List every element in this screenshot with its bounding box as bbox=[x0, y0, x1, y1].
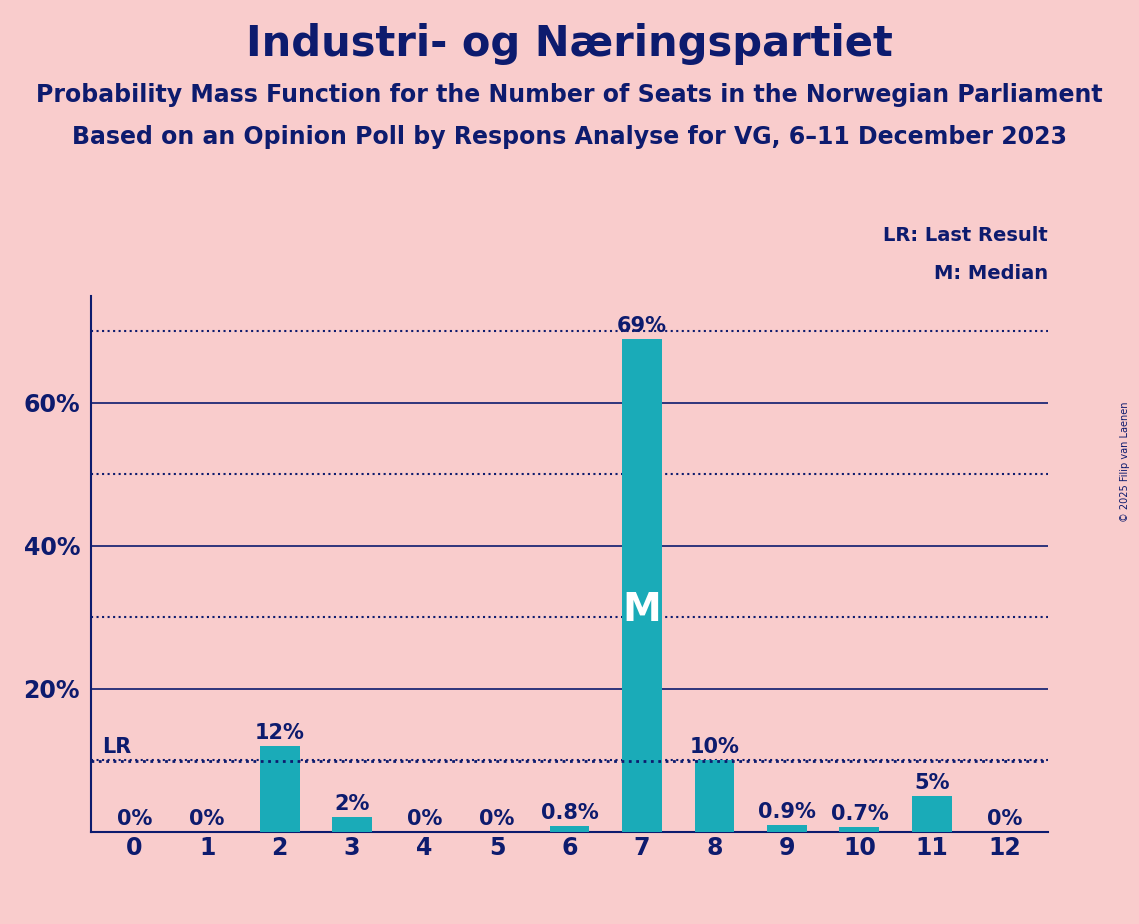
Text: 0.8%: 0.8% bbox=[541, 803, 598, 823]
Bar bbox=[695, 760, 735, 832]
Bar bbox=[260, 746, 300, 832]
Text: Based on an Opinion Poll by Respons Analyse for VG, 6–11 December 2023: Based on an Opinion Poll by Respons Anal… bbox=[72, 125, 1067, 149]
Text: © 2025 Filip van Laenen: © 2025 Filip van Laenen bbox=[1120, 402, 1130, 522]
Bar bbox=[839, 827, 879, 832]
Text: 12%: 12% bbox=[255, 723, 304, 743]
Bar bbox=[549, 826, 590, 832]
Text: 10%: 10% bbox=[689, 737, 739, 758]
Text: 5%: 5% bbox=[915, 773, 950, 793]
Text: M: Median: M: Median bbox=[934, 263, 1048, 283]
Text: 0%: 0% bbox=[407, 809, 442, 830]
Text: LR: Last Result: LR: Last Result bbox=[883, 226, 1048, 245]
Text: 0%: 0% bbox=[189, 809, 224, 830]
Bar bbox=[912, 796, 952, 832]
Text: 2%: 2% bbox=[335, 795, 370, 814]
Text: 0%: 0% bbox=[480, 809, 515, 830]
Text: 69%: 69% bbox=[617, 316, 667, 335]
Text: 0%: 0% bbox=[986, 809, 1022, 830]
Text: M: M bbox=[623, 590, 662, 628]
Text: 0.9%: 0.9% bbox=[759, 802, 816, 822]
Bar bbox=[333, 818, 372, 832]
Text: 0%: 0% bbox=[117, 809, 153, 830]
Text: Probability Mass Function for the Number of Seats in the Norwegian Parliament: Probability Mass Function for the Number… bbox=[36, 83, 1103, 107]
Bar bbox=[622, 338, 662, 832]
Text: 0.7%: 0.7% bbox=[830, 804, 888, 823]
Text: LR: LR bbox=[103, 737, 131, 758]
Text: Industri- og Næringspartiet: Industri- og Næringspartiet bbox=[246, 23, 893, 65]
Bar bbox=[767, 825, 806, 832]
